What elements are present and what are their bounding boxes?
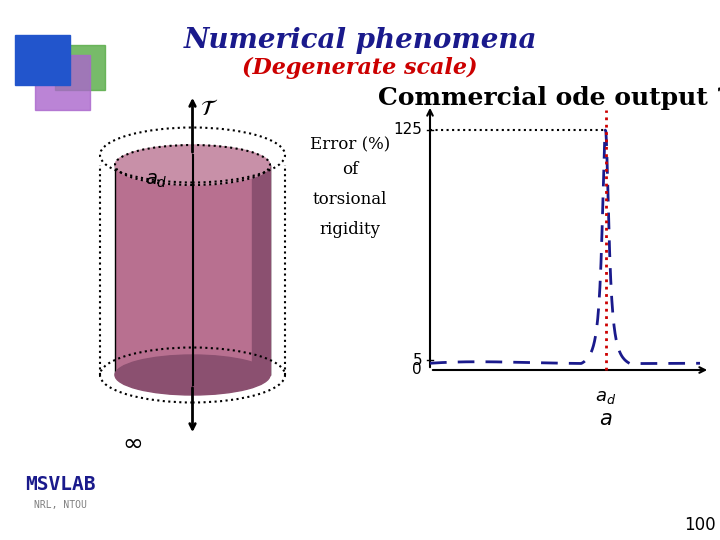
Text: $\mathcal{T}$: $\mathcal{T}$ (200, 98, 219, 120)
Ellipse shape (115, 145, 270, 185)
Text: NRL, NTOU: NRL, NTOU (34, 500, 86, 510)
Bar (252, 165, 270, 375)
Text: 125: 125 (393, 122, 422, 137)
Text: 0: 0 (413, 362, 422, 377)
Text: Error (%): Error (%) (310, 137, 390, 153)
Text: torsional: torsional (312, 192, 387, 208)
Ellipse shape (115, 355, 270, 395)
Text: (Degenerate scale): (Degenerate scale) (242, 57, 478, 79)
Bar (35, 55, 90, 110)
Bar (15, 35, 70, 85)
Text: $a$: $a$ (599, 410, 612, 429)
Text: $a_d$: $a_d$ (145, 172, 168, 190)
Bar (115, 165, 270, 375)
Text: rigidity: rigidity (320, 221, 380, 239)
Text: of: of (342, 161, 358, 179)
Text: 5: 5 (413, 353, 422, 368)
Text: MSVLAB: MSVLAB (24, 476, 95, 495)
Text: Commercial ode output ?: Commercial ode output ? (379, 86, 720, 110)
Text: 100: 100 (684, 516, 716, 534)
Text: $a_d$: $a_d$ (595, 388, 616, 406)
Text: $\infty$: $\infty$ (122, 431, 143, 455)
Bar (55, 45, 105, 90)
Text: Numerical phenomena: Numerical phenomena (184, 26, 536, 53)
